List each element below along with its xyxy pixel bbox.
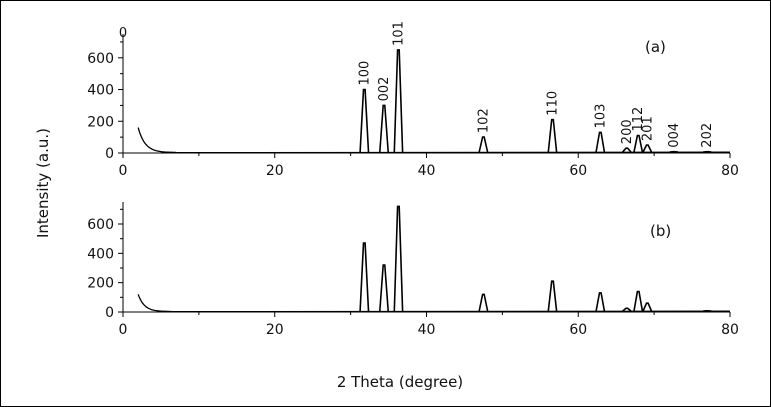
y-tick-label: 400 (87, 83, 114, 99)
x-tick-label: 60 (569, 163, 587, 179)
y-tick-label: 0 (105, 305, 114, 321)
diffraction-peak (595, 292, 606, 312)
diffraction-peak (393, 49, 404, 153)
y-axis-label: Intensity (a.u.) (34, 128, 52, 238)
y-tick-label: 600 (87, 217, 114, 233)
peak-label: 112 (631, 107, 646, 132)
peak-label: 103 (593, 104, 608, 129)
x-tick-label: 40 (418, 322, 436, 338)
peak-label: 100 (357, 61, 372, 86)
y-tick-label: 200 (87, 114, 114, 130)
diffraction-peak (633, 290, 644, 312)
x-tick-label: 60 (569, 322, 587, 338)
background-hump (137, 294, 173, 313)
diffraction-peak (622, 307, 632, 312)
background-hump (137, 127, 177, 154)
y-tick-label: 400 (87, 246, 114, 262)
peak-label: 102 (476, 108, 491, 133)
panel-a: 0 200 400 600 0 20 40 60 80 100 002 101 102 110 103 200… (87, 21, 739, 179)
panel-label: (a) (645, 38, 666, 56)
peak-label: 004 (667, 123, 682, 148)
diffraction-peak (393, 205, 404, 312)
diffraction-peak (478, 136, 489, 153)
peak-label: 200 (620, 119, 635, 144)
diffraction-peak (642, 144, 653, 153)
diffraction-peak (379, 264, 389, 312)
stray-tick-label: 0 (119, 26, 127, 41)
peak-label: 202 (700, 123, 715, 148)
y-tick-label: 600 (87, 51, 114, 67)
y-tick-label: 200 (87, 276, 114, 292)
diffraction-peak (633, 134, 644, 153)
x-tick-label: 20 (266, 163, 284, 179)
x-tick-label: 80 (721, 322, 739, 338)
peak-label: 201 (640, 116, 655, 141)
diffraction-peak (359, 242, 370, 312)
x-tick-label: 0 (119, 322, 128, 338)
panel-label: (b) (650, 222, 671, 240)
diffraction-peak (642, 302, 653, 312)
baseline-trace (176, 151, 731, 154)
diffraction-peak (478, 293, 489, 312)
diffraction-peak (379, 104, 389, 153)
peak-label: 002 (377, 77, 392, 102)
diffraction-peak (547, 118, 558, 153)
x-tick-label: 0 (119, 163, 128, 179)
diffraction-peak (547, 280, 558, 312)
diffraction-peak (359, 88, 370, 153)
diffraction-peak (595, 131, 606, 153)
x-tick-label: 80 (721, 163, 739, 179)
diffraction-peak (622, 147, 632, 153)
peak-label: 101 (391, 21, 406, 46)
x-tick-label: 20 (266, 322, 284, 338)
panel-b: 0 200 400 600 0 20 40 60 80 (b) (87, 202, 739, 338)
baseline-trace (172, 310, 731, 313)
x-tick-label: 40 (418, 163, 436, 179)
x-axis-label: 2 Theta (degree) (337, 373, 463, 391)
y-tick-label: 0 (105, 146, 114, 162)
peak-label: 110 (546, 91, 561, 116)
